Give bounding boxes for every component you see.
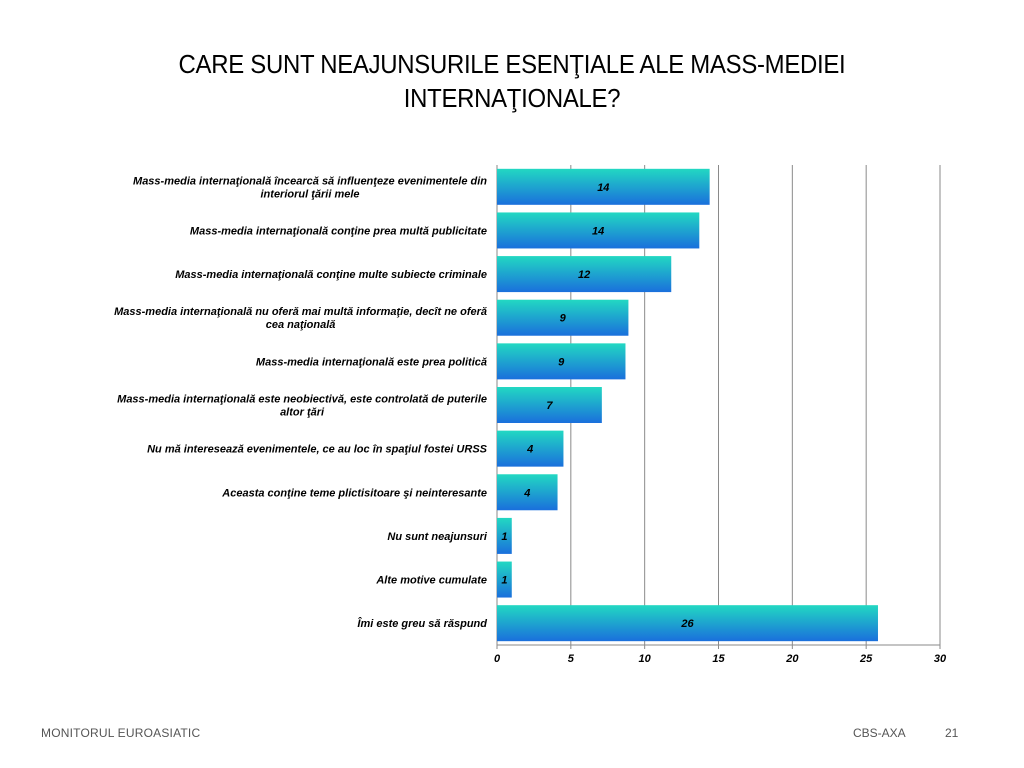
data-labels: 14 14 12 9 9 7 4 4 1 1 26 (501, 182, 694, 630)
slide-title-line2: INTERNAŢIONALE? (403, 83, 621, 113)
category-labels: Mass-media internaţională încearcă să in… (114, 175, 488, 630)
bar (497, 343, 626, 380)
data-label: 26 (680, 618, 694, 630)
category-label-line: Aceasta conţine teme plictisitoare şi ne… (221, 487, 487, 499)
category-label: Mass-media internaţională este neobiecti… (117, 394, 487, 419)
category-label: Nu mă interesează evenimentele, ce au lo… (147, 444, 488, 456)
data-label: 9 (558, 356, 565, 368)
footer-author: CBS-AXA (853, 726, 906, 740)
category-label-line: Îmi este greu să răspund (357, 617, 487, 630)
bar (497, 299, 629, 336)
category-label-line: Alte motive cumulate (375, 575, 487, 587)
data-label: 4 (526, 444, 533, 456)
bar (497, 474, 558, 511)
data-label: 1 (501, 531, 507, 543)
category-label-line: Mass-media internaţională încearcă să in… (133, 175, 487, 187)
category-label: Mass-media internaţională încearcă să in… (133, 175, 487, 200)
category-label-line: altor ţări (280, 407, 325, 419)
bar (497, 561, 512, 598)
category-label-line: Nu mă interesează evenimentele, ce au lo… (147, 444, 488, 456)
data-label: 12 (578, 269, 590, 281)
bar (497, 517, 512, 554)
x-axis-ticks: 0 5 10 15 20 25 30 (494, 653, 947, 665)
bar (497, 168, 710, 205)
category-label-line: Mass-media internaţională conţine multe … (175, 269, 487, 281)
category-label-line: Mass-media internaţională este prea poli… (256, 356, 487, 368)
x-tick-label: 5 (568, 653, 575, 665)
data-label: 14 (592, 225, 604, 237)
data-label: 9 (560, 313, 567, 325)
data-label: 1 (501, 575, 507, 587)
data-label: 14 (597, 182, 609, 194)
category-label-line: Nu sunt neajunsuri (387, 531, 488, 543)
bar (497, 387, 602, 423)
bar (497, 605, 878, 642)
category-label: Mass-media internaţională conţine prea m… (190, 225, 487, 237)
bar (497, 430, 564, 467)
bars (497, 168, 878, 642)
bar (497, 212, 700, 249)
category-label: Îmi este greu să răspund (357, 617, 487, 630)
category-label: Mass-media internaţională este prea poli… (256, 356, 487, 368)
category-label-line: Mass-media internaţională conţine prea m… (190, 225, 487, 237)
grid-lines (496, 165, 941, 649)
slide-title-line1: CARE SUNT NEAJUNSURILE ESENŢIALE ALE MAS… (178, 49, 846, 79)
category-label-line: cea naţională (266, 319, 336, 331)
category-label: Alte motive cumulate (375, 575, 487, 587)
x-tick-label: 30 (934, 653, 947, 665)
category-label: Mass-media internaţională conţine multe … (175, 269, 487, 281)
x-tick-label: 25 (859, 653, 873, 665)
category-label: Mass-media internaţională nu oferă mai m… (114, 306, 487, 331)
data-label: 4 (523, 487, 530, 499)
page-number: 21 (945, 726, 959, 740)
category-label-line: Mass-media internaţională nu oferă mai m… (114, 306, 487, 318)
footer-source: MONITORUL EUROASIATIC (41, 726, 201, 740)
slide-title: CARE SUNT NEAJUNSURILE ESENŢIALE ALE MAS… (115, 47, 910, 115)
data-label: 7 (546, 400, 553, 412)
category-label: Nu sunt neajunsuri (387, 531, 488, 543)
bar (497, 256, 672, 293)
x-tick-label: 20 (785, 653, 799, 665)
category-label: Aceasta conţine teme plictisitoare şi ne… (221, 487, 487, 499)
x-tick-label: 10 (639, 653, 652, 665)
x-tick-label: 15 (712, 653, 725, 665)
category-label-line: Mass-media internaţională este neobiecti… (117, 394, 487, 406)
x-tick-label: 0 (494, 653, 501, 665)
category-label-line: interiorul ţării mele (261, 188, 360, 200)
